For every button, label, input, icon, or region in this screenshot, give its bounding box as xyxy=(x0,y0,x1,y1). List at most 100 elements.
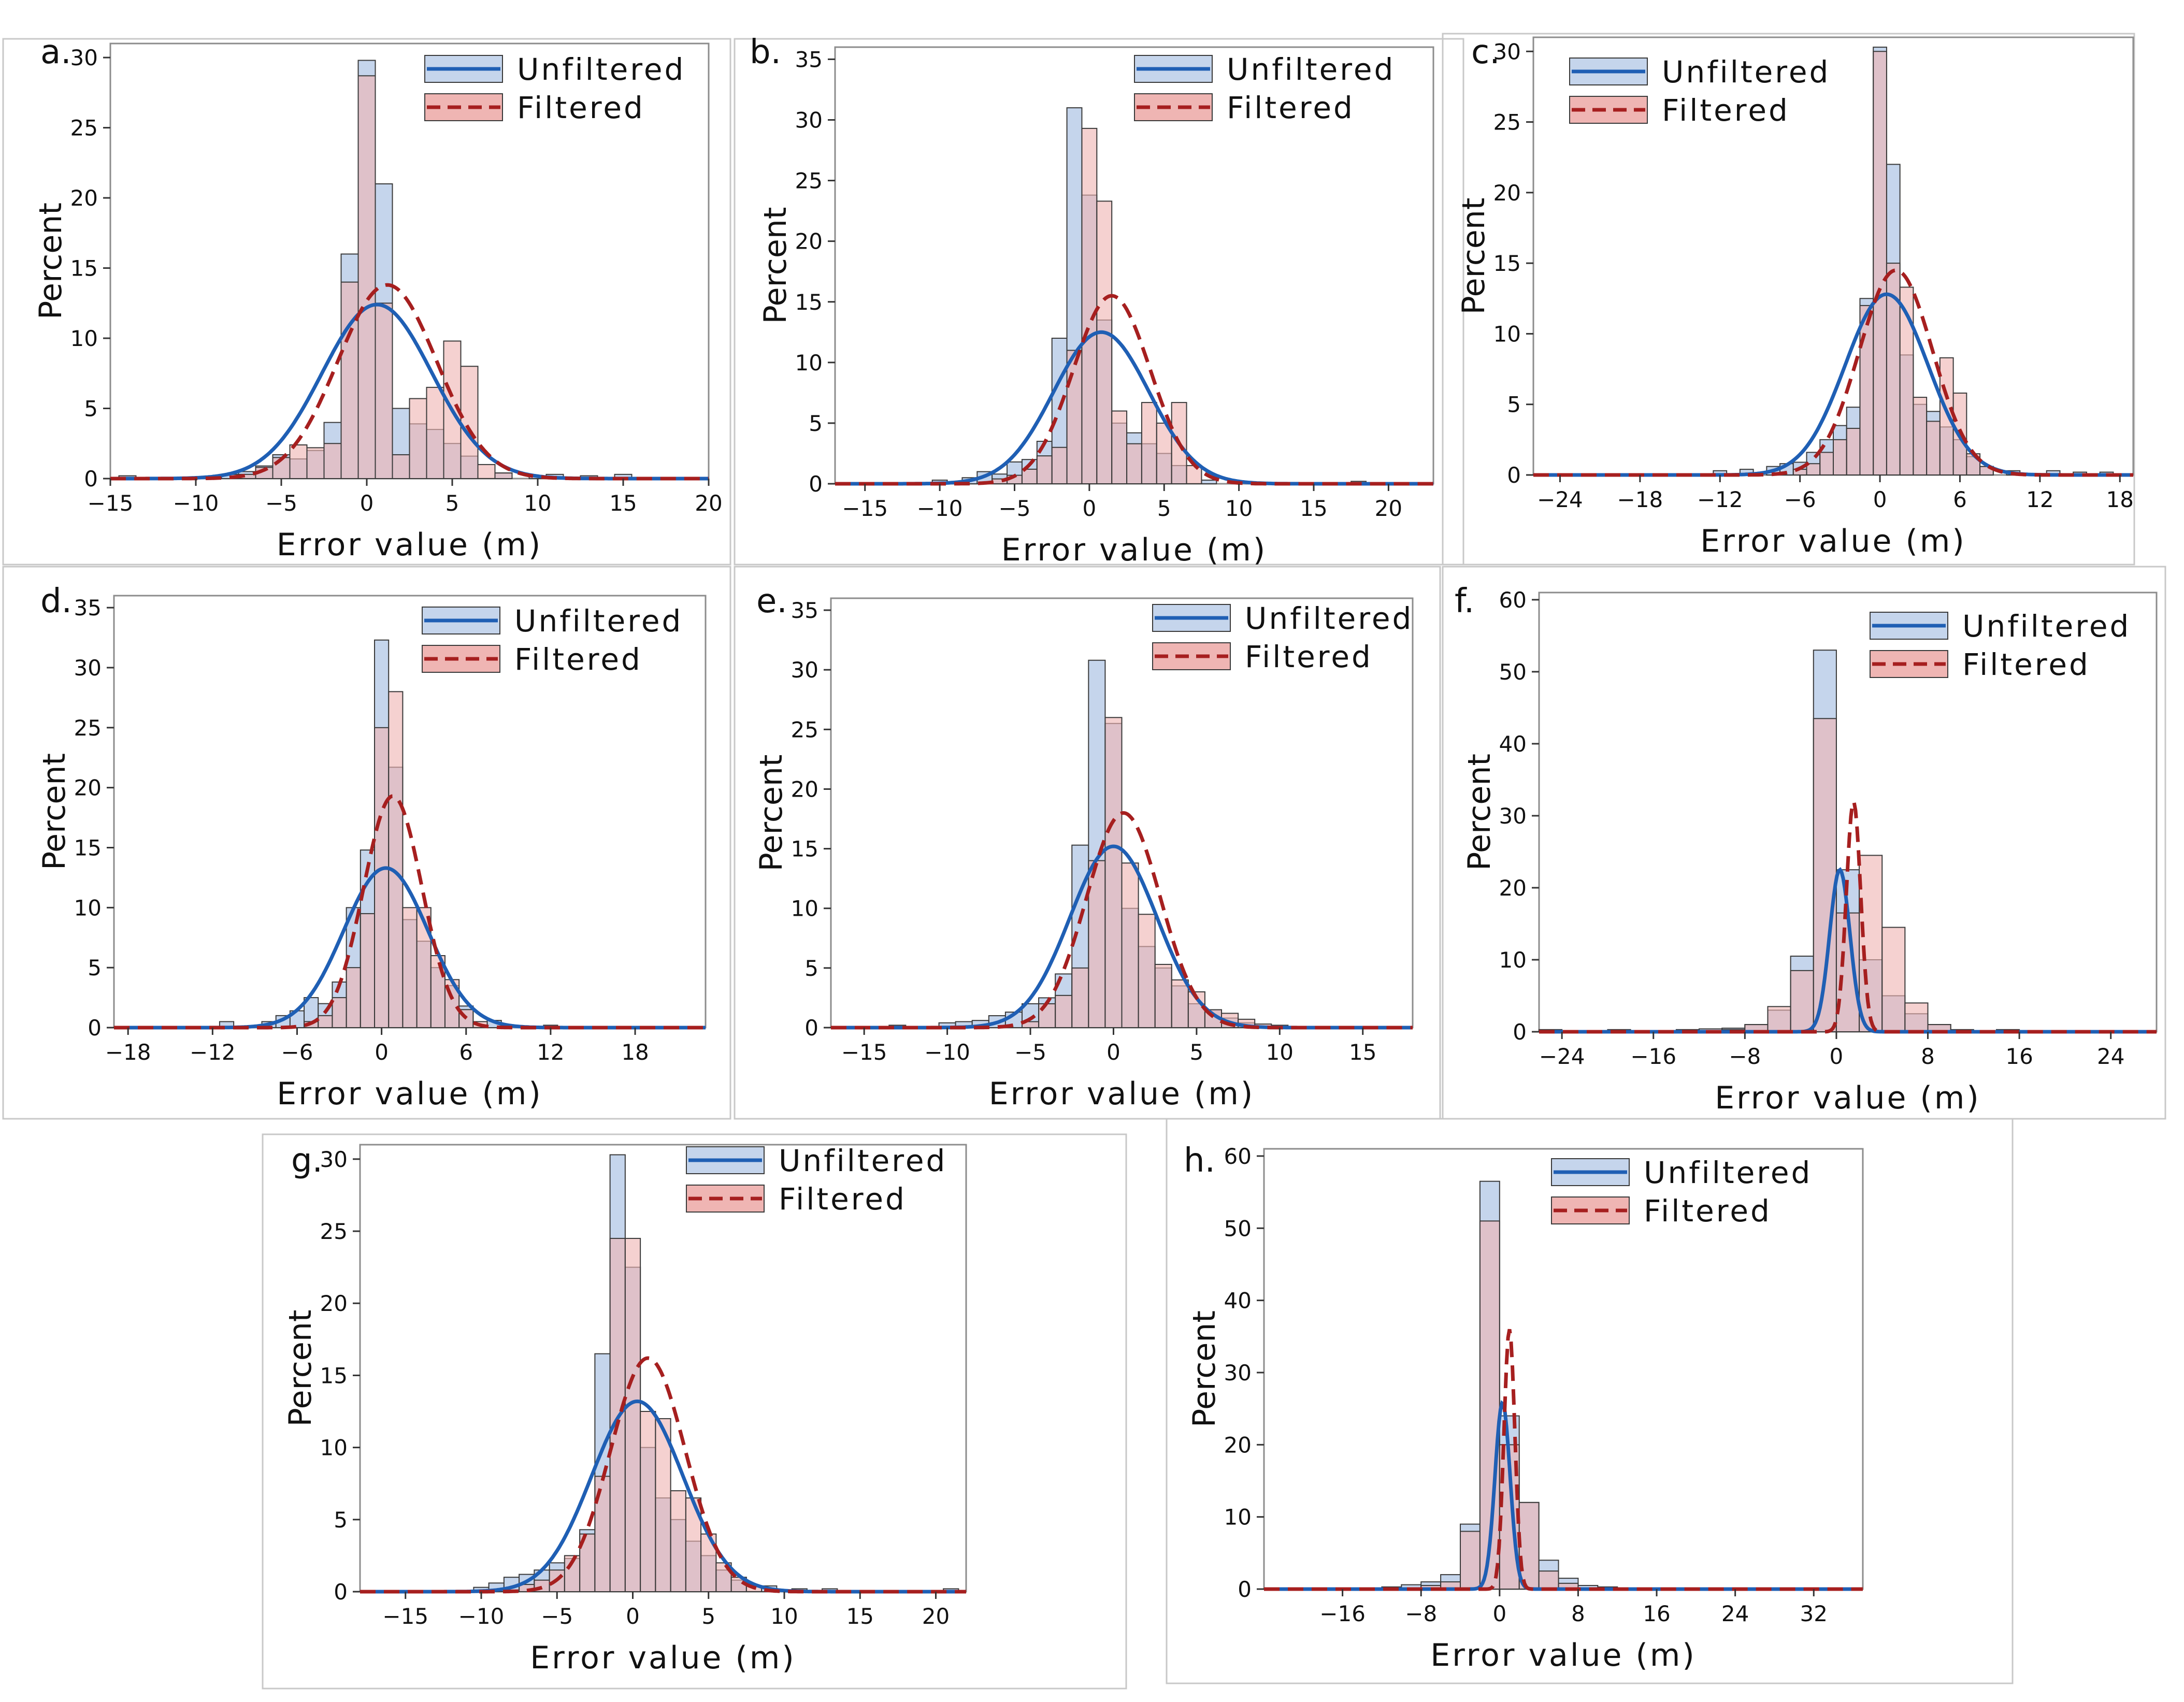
x-tick-label: 0 xyxy=(375,1040,389,1065)
histogram-bar xyxy=(1111,410,1128,484)
histogram-bar xyxy=(323,443,342,479)
x-tick-label: −15 xyxy=(382,1604,428,1629)
y-tick-label: 30 xyxy=(1224,1360,1252,1386)
x-tick-label: 18 xyxy=(621,1040,649,1065)
normal-curve-filtered xyxy=(110,283,709,481)
histogram-bar xyxy=(624,1237,641,1593)
x-tick-label: 8 xyxy=(1571,1601,1585,1626)
y-tick-label: 60 xyxy=(1499,587,1527,613)
x-tick-label: 10 xyxy=(1266,1040,1294,1065)
panel-g: −15 −10 −5 0 5 10 15 20 0 5 10 15 20 25 30 Error value … xyxy=(262,1133,1127,1690)
x-tick-label: −5 xyxy=(1014,1040,1046,1065)
x-tick-label: 24 xyxy=(1721,1601,1749,1626)
y-tick-label: 30 xyxy=(320,1147,348,1172)
x-tick-label: −18 xyxy=(105,1040,151,1065)
histogram-filtered xyxy=(238,75,513,480)
y-tick-label: 50 xyxy=(1499,659,1527,685)
x-tick-label: −8 xyxy=(1729,1044,1761,1069)
x-tick-label: −10 xyxy=(917,496,963,521)
y-tick-label: 5 xyxy=(84,396,98,422)
histogram-bar xyxy=(392,454,410,480)
y-tick-label: 20 xyxy=(1224,1432,1252,1458)
legend-label: Unfiltered xyxy=(1227,52,1395,87)
y-axis-label: Percent xyxy=(1186,1310,1223,1427)
panel-label: c. xyxy=(1471,33,1500,71)
y-axis-label: Percent xyxy=(753,755,789,872)
histogram-filtered xyxy=(1721,718,1951,1033)
y-tick-label: 30 xyxy=(795,108,823,133)
histogram-bar xyxy=(1819,452,1834,475)
y-tick-label: 15 xyxy=(70,256,98,281)
y-tick-label: 0 xyxy=(1507,463,1521,488)
histogram-bar xyxy=(306,447,325,479)
y-tick-label: 10 xyxy=(795,350,823,376)
histogram-filtered xyxy=(519,1237,763,1593)
y-tick-label: 25 xyxy=(795,168,823,194)
histogram-bar xyxy=(1926,421,1941,476)
x-tick-label: 18 xyxy=(2106,487,2134,512)
histogram-bar xyxy=(357,75,376,480)
x-tick-label: 0 xyxy=(1083,496,1097,521)
panel-label: d. xyxy=(40,582,72,621)
histogram-bar xyxy=(1790,970,1814,1032)
histogram-bar xyxy=(1066,350,1083,485)
histogram-bar xyxy=(1859,305,1874,475)
histogram-bar xyxy=(409,398,427,480)
x-tick-label: 15 xyxy=(846,1604,874,1629)
y-tick-label: 0 xyxy=(804,1015,818,1041)
x-tick-label: −12 xyxy=(190,1040,236,1065)
x-tick-label: −6 xyxy=(281,1040,313,1065)
y-tick-label: 10 xyxy=(1493,321,1521,347)
x-axis-label: Error value (m) xyxy=(277,1076,543,1112)
x-tick-label: 0 xyxy=(1830,1044,1844,1069)
x-tick-label: −5 xyxy=(999,496,1031,521)
panel-label: a. xyxy=(40,33,71,71)
y-tick-label: 35 xyxy=(74,595,102,621)
panel-frame xyxy=(734,566,1441,1120)
y-tick-label: 30 xyxy=(791,657,818,683)
x-tick-label: 0 xyxy=(1873,487,1887,512)
y-tick-label: 15 xyxy=(791,836,818,862)
y-tick-label: 60 xyxy=(1224,1144,1252,1169)
x-tick-label: −24 xyxy=(1537,487,1583,512)
histogram-bar xyxy=(1171,979,1189,1029)
y-tick-label: 10 xyxy=(74,895,102,920)
x-tick-label: 20 xyxy=(695,491,722,516)
x-tick-label: 20 xyxy=(922,1604,950,1629)
y-tick-label: 5 xyxy=(804,956,818,981)
y-axis-label: Percent xyxy=(1456,198,1492,315)
x-tick-label: 6 xyxy=(1953,487,1967,512)
x-axis-label: Error value (m) xyxy=(1715,1080,1981,1116)
x-tick-label: 5 xyxy=(446,491,459,516)
y-tick-label: 10 xyxy=(1499,947,1527,973)
x-tick-label: −8 xyxy=(1405,1601,1437,1626)
x-tick-label: −10 xyxy=(458,1604,505,1629)
x-tick-label: 12 xyxy=(537,1040,564,1065)
histogram-bar xyxy=(1081,127,1098,484)
y-tick-label: 20 xyxy=(320,1291,348,1316)
normal-curve-filtered xyxy=(1264,1329,1863,1591)
y-tick-label: 15 xyxy=(1493,251,1521,276)
y-tick-label: 0 xyxy=(1513,1019,1527,1045)
histogram-bar xyxy=(1201,479,1217,484)
histogram-bar xyxy=(1096,200,1113,484)
x-tick-label: 10 xyxy=(524,491,551,516)
y-tick-label: 25 xyxy=(1493,110,1521,135)
histogram-bar xyxy=(1904,1002,1929,1032)
histogram-bar xyxy=(1873,51,1887,476)
legend-label: Filtered xyxy=(1962,647,2090,682)
histogram-bar xyxy=(1833,439,1847,476)
histogram-bar xyxy=(1899,286,1914,475)
y-tick-label: 35 xyxy=(791,598,818,623)
x-tick-label: 5 xyxy=(701,1604,715,1629)
x-tick-label: 5 xyxy=(1157,496,1171,521)
y-axis-label: Percent xyxy=(36,753,73,870)
x-tick-label: −15 xyxy=(88,491,134,516)
y-tick-label: 25 xyxy=(320,1219,348,1244)
legend-label: Unfiltered xyxy=(517,52,685,87)
x-tick-label: 24 xyxy=(2097,1044,2124,1069)
y-tick-label: 10 xyxy=(791,896,818,921)
histogram-bar xyxy=(1071,967,1089,1028)
